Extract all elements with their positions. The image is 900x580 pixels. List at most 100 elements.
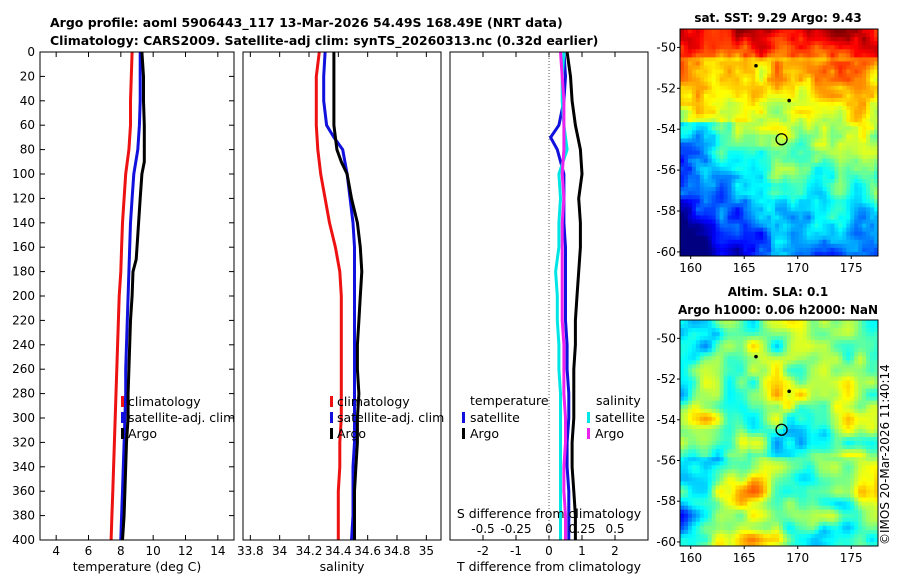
map-cell — [782, 428, 788, 434]
legend-label-t-satellite: satellite — [470, 410, 520, 425]
map-cell — [818, 388, 823, 394]
map-cell — [687, 465, 693, 470]
map-cell — [822, 158, 827, 164]
map-cell — [806, 420, 812, 426]
map-cell — [680, 420, 685, 426]
map-cell — [818, 106, 823, 111]
map-cell — [786, 158, 792, 164]
map-cell — [786, 384, 792, 390]
map-cell — [870, 231, 875, 237]
map-cell — [826, 162, 831, 168]
map-cell — [751, 340, 756, 345]
map-cell — [775, 106, 780, 111]
map-cell — [759, 223, 764, 229]
sst-map-title: sat. SST: 9.29 Argo: 9.43 — [694, 11, 861, 25]
map-cell — [763, 89, 768, 95]
map-cell — [866, 336, 871, 341]
map-cell — [870, 142, 875, 147]
map-cell — [691, 77, 697, 83]
map-cell — [779, 412, 784, 418]
map-cell — [818, 89, 823, 95]
map-cell — [775, 211, 780, 216]
map-cell — [838, 332, 843, 337]
map-cell — [794, 114, 800, 119]
map-cell — [680, 453, 685, 458]
map-cell — [814, 41, 819, 46]
map-cell — [707, 239, 713, 245]
map-cell — [731, 57, 736, 62]
map-cell — [858, 412, 863, 418]
map-cell — [711, 158, 717, 164]
map-cell — [683, 368, 689, 373]
map-cell — [699, 126, 705, 131]
map-cell — [818, 126, 823, 131]
map-cell — [695, 437, 701, 442]
map-cell — [695, 203, 701, 208]
map-cell — [834, 187, 839, 192]
map-cell — [723, 380, 728, 385]
map-cell — [759, 41, 764, 46]
map-cell — [810, 441, 816, 446]
map-cell — [680, 243, 685, 249]
lat-tick-label: -54 — [656, 122, 676, 136]
map-cell — [731, 412, 736, 418]
map-cell — [866, 400, 871, 406]
map-cell — [727, 384, 732, 390]
map-cell — [747, 437, 752, 442]
map-cell — [735, 412, 740, 418]
map-cell — [680, 324, 685, 329]
map-cell — [771, 187, 776, 192]
map-cell — [822, 408, 827, 414]
map-cell — [683, 231, 689, 237]
map-cell — [703, 465, 709, 470]
map-cell — [854, 61, 859, 66]
map-cell — [842, 33, 847, 38]
map-cell — [846, 118, 851, 123]
map-cell — [775, 81, 780, 87]
map-cell — [691, 408, 697, 414]
map-cell — [806, 465, 812, 470]
map-cell — [818, 215, 823, 220]
map-cell — [838, 215, 843, 220]
map-cell — [711, 453, 717, 458]
map-cell — [830, 416, 835, 422]
map-cell — [846, 465, 851, 470]
map-cell — [739, 235, 744, 241]
map-cell — [699, 183, 705, 188]
map-cell — [806, 191, 812, 196]
map-cell — [687, 114, 693, 119]
map-cell — [838, 122, 843, 127]
map-cell — [723, 77, 728, 83]
map-cell — [814, 465, 819, 470]
map-cell — [846, 29, 851, 34]
map-cell — [767, 134, 772, 139]
map-cell — [695, 130, 701, 135]
map-cell — [822, 239, 827, 245]
map-cell — [731, 223, 736, 229]
map-cell — [866, 340, 871, 345]
map-cell — [834, 324, 839, 329]
map-cell — [798, 400, 804, 406]
map-cell — [854, 424, 859, 430]
map-cell — [794, 122, 800, 127]
map-cell — [802, 404, 808, 410]
map-cell — [683, 106, 689, 111]
map-cell — [751, 461, 756, 466]
map-cell — [862, 97, 867, 103]
map-cell — [767, 57, 772, 62]
map-cell — [687, 449, 693, 454]
map-cell — [703, 211, 709, 216]
map-cell — [711, 396, 717, 402]
map-cell — [838, 146, 843, 151]
map-cell — [680, 372, 685, 377]
map-cell — [866, 465, 871, 470]
map-cell — [802, 449, 808, 454]
map-cell — [767, 183, 772, 188]
map-cell — [755, 372, 760, 377]
map-cell — [826, 340, 831, 345]
map-cell — [699, 57, 705, 62]
map-cell — [779, 461, 784, 466]
map-cell — [846, 207, 851, 212]
x-tick-label: 10 — [146, 544, 161, 558]
map-cell — [755, 388, 760, 394]
